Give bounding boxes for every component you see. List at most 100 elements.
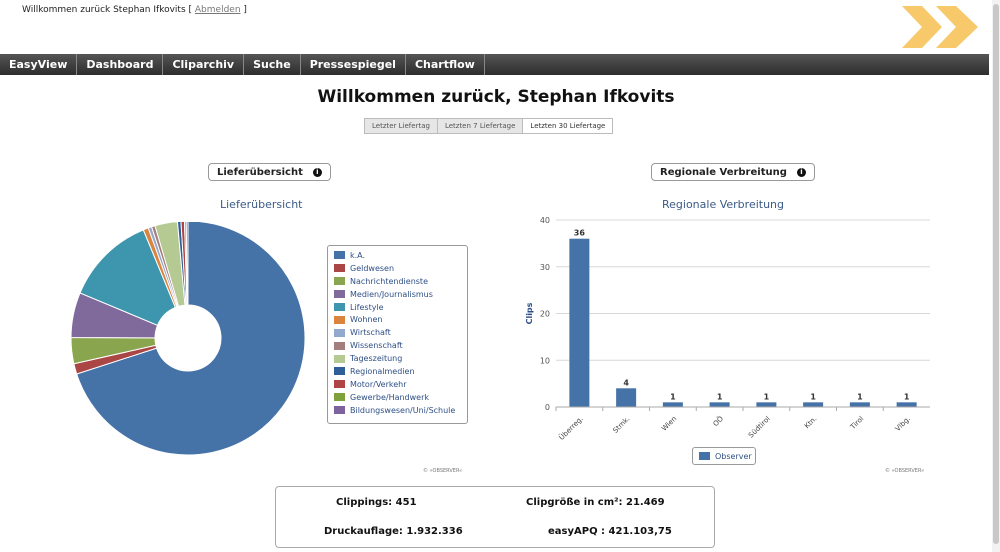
- clippings-value: Clippings: 451: [336, 497, 417, 508]
- clipsize-value: Clipgröße in cm²: 21.469: [526, 497, 665, 508]
- nav-easyview[interactable]: EasyView: [0, 54, 78, 75]
- x-tick-label: OÖ: [711, 414, 726, 429]
- lieferuebersicht-panel-button[interactable]: Lieferübersicht i: [208, 163, 331, 181]
- y-tick-label: 0: [545, 403, 550, 412]
- legend-item-wirtschaft[interactable]: Wirtschaft: [328, 326, 467, 339]
- greeting-text: Willkommen zurück Stephan Ifkovits [: [22, 5, 193, 15]
- legend-label: Wirtschaft: [350, 328, 391, 338]
- x-tick-label: Wien: [660, 415, 678, 433]
- info-icon[interactable]: i: [796, 167, 806, 177]
- pie-credit: © »OBSERVER«: [423, 468, 463, 474]
- legend-swatch: [334, 393, 345, 402]
- pie-chart: [70, 222, 306, 456]
- legend-swatch: [334, 315, 345, 324]
- pie-slice-bildungswesen-uni-schule[interactable]: [185, 222, 189, 306]
- legend-swatch: [334, 277, 345, 286]
- legend-label: Medien/Journalismus: [350, 289, 433, 299]
- page-scrollbar[interactable]: [992, 0, 1000, 552]
- date-range-group: Letzter Liefertag Letzten 7 Liefertage L…: [364, 118, 614, 134]
- bar-chart: 0 10 20 30 40 Clips 36 Überreg. 4 Stmk. 1 Wien 1 OÖ 1 S…: [525, 216, 930, 442]
- legend-item-gewerbe-handwerk[interactable]: Gewerbe/Handwerk: [328, 391, 467, 404]
- legend-swatch: [334, 341, 345, 350]
- x-tick-label: Stmk.: [612, 415, 632, 435]
- bar-wien[interactable]: [662, 402, 683, 407]
- bar-o[interactable]: [709, 402, 730, 407]
- data-label: 4: [623, 378, 629, 387]
- pie-slice-k-a[interactable]: [76, 222, 306, 456]
- y-tick-label: 40: [540, 216, 550, 225]
- bar-berreg[interactable]: [569, 238, 590, 407]
- regionale-verbreitung-panel-button[interactable]: Regionale Verbreitung i: [651, 163, 815, 181]
- greeting-end: ]: [243, 5, 247, 15]
- nav-cliparchiv[interactable]: Cliparchiv: [163, 54, 245, 75]
- legend-swatch: [334, 264, 345, 273]
- legend-label: k.A.: [350, 250, 366, 260]
- bar-credit: © »OBSERVER«: [885, 468, 925, 474]
- legend-label: Gewerbe/Handwerk: [350, 392, 430, 402]
- bar-tirol[interactable]: [849, 402, 870, 407]
- data-label: 1: [764, 392, 770, 401]
- legend-item-k-a[interactable]: k.A.: [328, 249, 467, 262]
- legend-item-medien-journalismus[interactable]: Medien/Journalismus: [328, 288, 467, 301]
- legend-swatch: [334, 251, 345, 260]
- legend-label: Nachrichtendienste: [350, 276, 428, 286]
- legend-label: Tageszeitung: [350, 354, 403, 364]
- legend-item-wohnen[interactable]: Wohnen: [328, 313, 467, 326]
- data-label: 1: [904, 392, 910, 401]
- legend-label: Bildungswesen/Uni/Schule: [350, 405, 456, 415]
- pie-legend: k.A. Geldwesen Nachrichtendienste Medien/Jo…: [327, 245, 468, 424]
- legend-item-geldwesen[interactable]: Geldwesen: [328, 262, 467, 275]
- x-tick-label: Überreg.: [557, 414, 585, 442]
- bar-stmk[interactable]: [616, 388, 637, 407]
- data-label: 1: [810, 392, 816, 401]
- range-last-30-button[interactable]: Letzten 30 Liefertage: [522, 118, 614, 134]
- bar-legend[interactable]: Observer: [692, 447, 756, 465]
- legend-item-lifestyle[interactable]: Lifestyle: [328, 301, 467, 314]
- pie-slice-lifestyle[interactable]: [79, 229, 177, 326]
- x-tick-label: Südtirol: [747, 415, 772, 440]
- legend-item-nachrichtendienste[interactable]: Nachrichtendienste: [328, 275, 467, 288]
- main-navigation: EasyView Dashboard Cliparchiv Suche Pres…: [0, 54, 989, 75]
- druckauflage-value: Druckauflage: 1.932.336: [324, 526, 463, 537]
- legend-label: Wissenschaft: [350, 341, 403, 351]
- legend-swatch: [334, 406, 345, 415]
- legend-swatch: [334, 367, 345, 376]
- nav-dashboard[interactable]: Dashboard: [77, 54, 164, 75]
- regionale-pill-label: Regionale Verbreitung: [660, 166, 787, 178]
- bar-chart-title: Regionale Verbreitung: [662, 198, 785, 211]
- legend-swatch: [334, 303, 345, 311]
- y-tick-label: 30: [540, 263, 550, 272]
- summary-box: Clippings: 451 Clipgröße in cm²: 21.469 …: [275, 486, 715, 548]
- y-tick-label: 10: [540, 356, 550, 365]
- nav-suche[interactable]: Suche: [244, 54, 301, 75]
- range-last-day-button[interactable]: Letzter Liefertag: [364, 118, 438, 134]
- legend-item-tageszeitung[interactable]: Tageszeitung: [328, 352, 467, 365]
- bar-s-dtirol[interactable]: [756, 402, 777, 407]
- legend-swatch: [334, 328, 345, 337]
- legend-label: Geldwesen: [350, 263, 395, 273]
- y-tick-label: 20: [540, 310, 550, 319]
- legend-item-bildungswesen-uni-schule[interactable]: Bildungswesen/Uni/Schule: [328, 404, 467, 417]
- data-label: 1: [717, 392, 723, 401]
- nav-pressespiegel[interactable]: Pressespiegel: [301, 54, 406, 75]
- bar-vlbg[interactable]: [896, 402, 917, 407]
- legend-label: Lifestyle: [350, 302, 384, 312]
- page-title: Willkommen zurück, Stephan Ifkovits: [317, 87, 675, 107]
- welcome-line: Willkommen zurück Stephan Ifkovits [ Abm…: [22, 5, 247, 15]
- data-label: 1: [670, 392, 676, 401]
- legend-label: Wohnen: [350, 315, 383, 325]
- brand-logo: [902, 6, 978, 48]
- observer-swatch: [699, 452, 710, 460]
- logout-link[interactable]: Abmelden: [194, 5, 241, 15]
- legend-item-wissenschaft[interactable]: Wissenschaft: [328, 339, 467, 352]
- info-icon[interactable]: i: [312, 167, 322, 177]
- range-last-7-button[interactable]: Letzten 7 Liefertage: [436, 118, 524, 134]
- legend-item-regionalmedien[interactable]: Regionalmedien: [328, 365, 467, 378]
- nav-chartflow[interactable]: Chartflow: [406, 54, 485, 75]
- bar-ktn[interactable]: [803, 402, 824, 407]
- legend-swatch: [334, 380, 345, 389]
- legend-item-motor-verkehr[interactable]: Motor/Verkehr: [328, 378, 467, 391]
- y-axis-label: Clips: [525, 302, 534, 324]
- legend-swatch: [334, 354, 345, 363]
- easyapq-value: easyAPQ : 421.103,75: [548, 526, 672, 537]
